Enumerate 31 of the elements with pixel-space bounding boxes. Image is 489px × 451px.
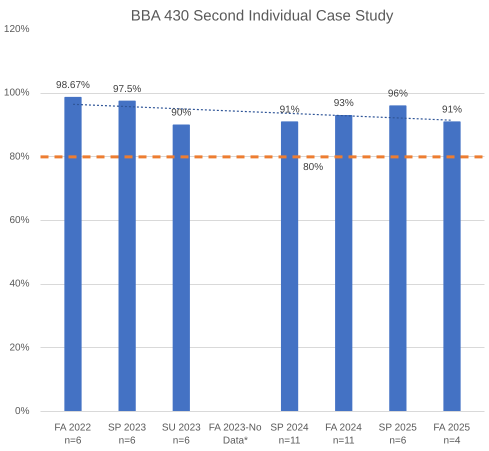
data-label: 98.67% [56, 80, 90, 92]
data-label: 91% [442, 104, 462, 116]
x-tick-label: SU 2023 n=6 [162, 422, 202, 447]
bar [118, 100, 136, 412]
data-label: 90% [171, 108, 192, 119]
data-label: 97.5% [112, 84, 142, 95]
bar [389, 105, 406, 412]
x-tick-label: FA 2023-No Data* [208, 422, 262, 447]
x-tick-label: SP 2023 n=6 [108, 422, 147, 447]
x-tick-label: SP 2025 n=6 [378, 422, 418, 447]
chart-title: BBA 430 Second Individual Case Study [130, 8, 394, 24]
bar [335, 114, 352, 412]
x-tick-label: FA 2022 n=6 [54, 422, 92, 447]
bar [280, 121, 298, 412]
bar [64, 96, 82, 412]
data-label: 91% [280, 104, 300, 116]
y-tick-label: 100% [4, 88, 30, 99]
x-tick-label: FA 2025 n=4 [433, 422, 471, 447]
bar [172, 124, 190, 412]
data-label: 96% [388, 88, 408, 100]
x-tick-label: SP 2024 n=11 [270, 422, 310, 447]
x-tick-label: FA 2024 n=11 [325, 422, 362, 447]
bar [443, 121, 461, 412]
ref-line-label: 80% [303, 162, 324, 173]
y-tick-label: 80% [9, 151, 30, 162]
y-tick-label: 120% [4, 24, 30, 35]
y-tick-label: 0% [15, 406, 30, 417]
data-label: 93% [334, 98, 354, 110]
y-tick-label: 40% [9, 278, 30, 290]
y-tick-label: 20% [9, 342, 30, 354]
y-tick-label: 60% [9, 215, 30, 226]
